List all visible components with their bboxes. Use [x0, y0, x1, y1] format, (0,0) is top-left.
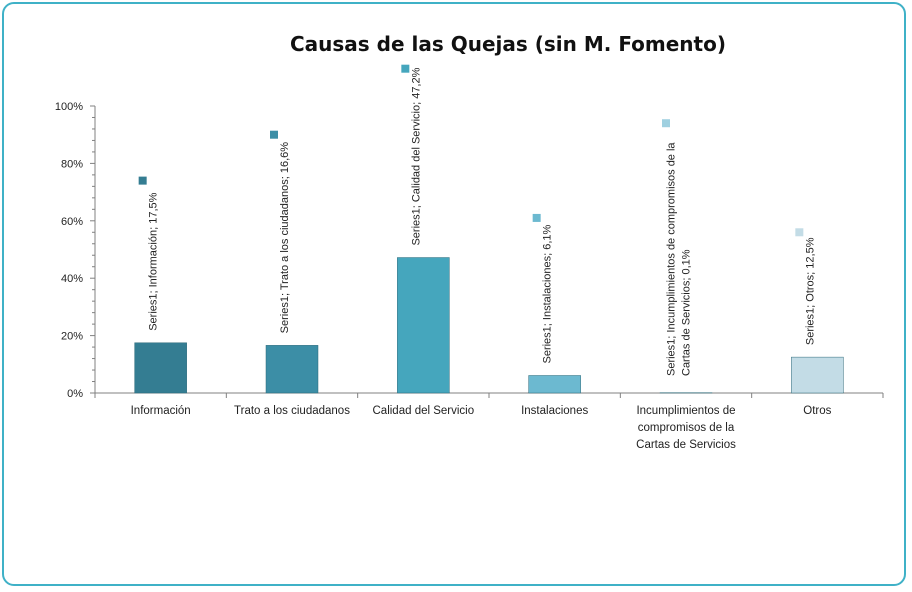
bar-2: [265, 345, 319, 394]
data-label: Series1; Otros; 12,5%: [804, 237, 816, 345]
data-label-marker: [138, 176, 147, 185]
plot-area: 0% 20% 40% 60% 80% 100% Información Series1; In…: [55, 64, 884, 451]
x-category-label: Trato a los ciudadanos: [234, 405, 350, 417]
bar-4: [528, 375, 581, 394]
data-label: Series1; Calidad del Servicio; 47,2%: [410, 67, 422, 245]
bar-1: [134, 342, 187, 394]
data-label: Series1; Trato a los ciudadanos; 16,6%: [279, 142, 291, 334]
data-label: Series1; Incumplimientos de compromisos …: [666, 142, 678, 376]
y-tick-label: 60%: [61, 216, 83, 228]
x-category-label: Incumplimientos de: [636, 405, 735, 417]
data-label-marker: [795, 228, 804, 237]
bar-6: [791, 356, 844, 394]
chart-title: Causas de las Quejas (sin M. Fomento): [290, 32, 726, 56]
y-tick-label: 40%: [61, 273, 83, 285]
chart-frame: [2, 2, 906, 586]
y-tick-label: 0%: [67, 388, 83, 400]
x-category-label: Instalaciones: [521, 405, 588, 417]
y-tick-label: 80%: [61, 158, 83, 170]
x-category-label: compromisos de la: [638, 422, 735, 434]
x-category-label: Información: [131, 405, 191, 417]
data-label-marker: [532, 213, 541, 222]
y-tick-label: 20%: [61, 331, 83, 343]
bar-3: [397, 257, 450, 394]
data-label-marker: [662, 119, 670, 128]
x-category-label: Calidad del Servicio: [373, 405, 475, 417]
data-label-marker: [401, 64, 410, 73]
data-label: Series1; Información; 17,5%: [148, 192, 160, 330]
data-label: Cartas de Servicios; 0,1%: [681, 249, 693, 376]
data-label-marker: [270, 130, 278, 139]
x-category-label: Otros: [803, 405, 831, 417]
y-tick-label: 100%: [55, 101, 83, 113]
data-label: Series1; Instalaciones; 6,1%: [542, 224, 554, 363]
x-category-label: Cartas de Servicios: [636, 439, 736, 451]
